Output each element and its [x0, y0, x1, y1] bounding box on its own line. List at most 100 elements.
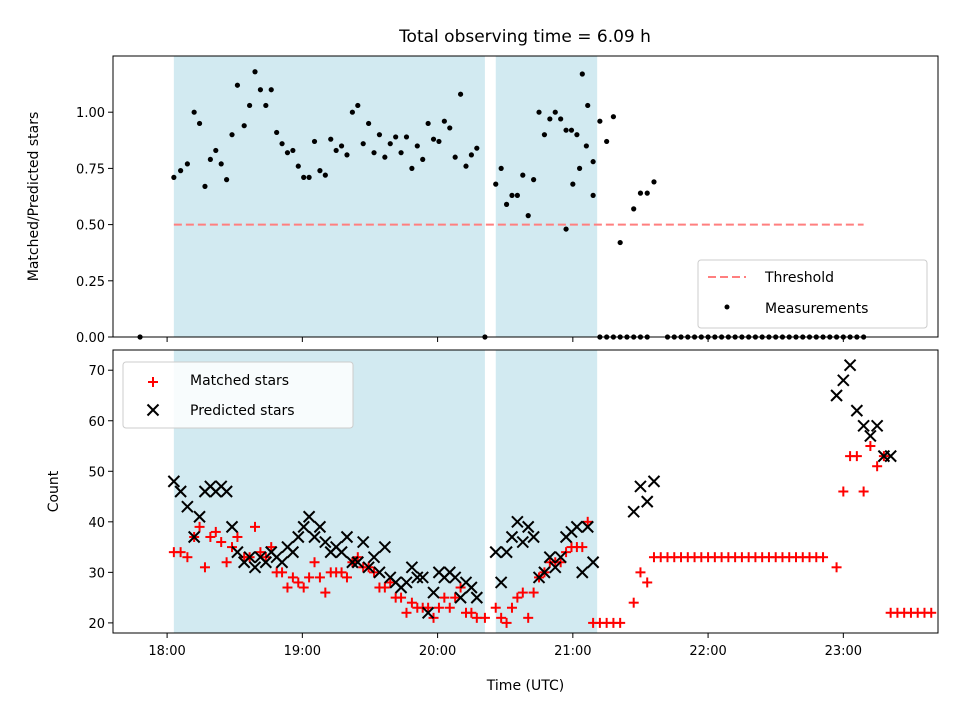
bottom-y-axis-label: Count	[46, 470, 62, 512]
matched-legend-label: Matched stars	[190, 373, 289, 389]
x-b	[576, 566, 589, 579]
x-b	[489, 545, 502, 559]
matched-star-point	[379, 582, 390, 593]
measurement-point	[306, 174, 312, 180]
measurement-point	[503, 201, 510, 207]
measurement-point	[414, 143, 420, 149]
matched-star-point	[466, 607, 477, 618]
top-shaded-intervals	[173, 56, 598, 337]
matched-star-point	[512, 592, 523, 603]
measurement-point	[597, 118, 603, 124]
matched-star-point	[341, 572, 352, 583]
x-b	[146, 403, 160, 417]
predicted-star-point	[489, 545, 502, 559]
matched-star-point	[314, 572, 325, 583]
measurement-point	[234, 82, 241, 88]
x-b	[864, 429, 877, 443]
predicted-star-point	[576, 566, 589, 579]
x-b	[193, 510, 206, 523]
matched-star-point	[490, 602, 501, 613]
measurement-point	[252, 69, 258, 75]
measurement-point	[541, 132, 548, 138]
predicted-legend-swatch	[146, 403, 160, 417]
measurement-point	[617, 239, 623, 246]
predicted-star-point	[231, 545, 244, 559]
shaded-interval-0	[173, 56, 485, 337]
matched-star-point	[255, 547, 266, 558]
predicted-star-point	[864, 429, 877, 443]
x-b	[570, 520, 584, 534]
measurement-point	[514, 192, 520, 198]
x-b	[319, 535, 332, 549]
predicted-star-point	[521, 520, 535, 534]
y-tick-label-0: 20	[88, 617, 105, 632]
y-tick-label-4: 60	[88, 415, 105, 430]
y-tick-label-1: 30	[88, 566, 105, 581]
measurement-point	[338, 143, 345, 149]
predicted-star-point	[586, 556, 600, 569]
x-b	[297, 520, 310, 534]
matched-star-point	[401, 607, 412, 618]
predicted-star-point	[549, 561, 562, 574]
x-b	[187, 530, 201, 544]
bottom-legend: Matched stars Predicted stars	[122, 361, 354, 429]
predicted-star-point	[843, 358, 857, 372]
x-axis-label: Time (UTC)	[486, 678, 564, 694]
predicted-star-point	[470, 591, 484, 604]
measurement-point	[583, 143, 589, 149]
measurement-point	[552, 109, 558, 115]
x-b	[850, 404, 864, 417]
top-legend-box	[697, 259, 928, 329]
top-panel: 0.00 0.25 0.50 0.75 1.00 Matched/Predicted s…	[26, 55, 939, 346]
measurement-point	[576, 165, 583, 171]
x-b	[373, 566, 386, 579]
matched-star-point	[406, 597, 417, 608]
matched-star-point	[635, 567, 646, 578]
measurement-point	[610, 114, 617, 120]
matched-star-point	[838, 486, 849, 497]
measurement-point	[387, 141, 393, 147]
measurement-point	[366, 120, 372, 127]
measurement-point	[246, 102, 253, 109]
matched-star-point	[194, 521, 205, 532]
measurement-point	[279, 141, 285, 147]
x-b	[627, 505, 640, 518]
measurement-point	[536, 109, 542, 115]
measurement-point	[196, 120, 203, 127]
matched-star-point	[304, 572, 315, 583]
matched-star-point	[385, 577, 396, 588]
x-b	[857, 419, 870, 433]
predicted-star-point	[356, 535, 370, 549]
predicted-star-point	[494, 576, 508, 589]
matched-star-point	[444, 602, 455, 613]
measurements-legend-swatch	[724, 304, 730, 310]
bottom-axis-ticks: 20 30 40 50 60 70 18:00 19:00 20:00 21:00 22:00 23:…	[88, 364, 960, 659]
predicted-star-point	[187, 530, 201, 544]
measurement-point	[290, 147, 296, 154]
matched-star-point	[287, 572, 298, 583]
matched-star-point	[577, 542, 588, 553]
x-b	[400, 576, 413, 589]
x-b	[308, 530, 321, 544]
predicted-star-point	[259, 556, 273, 569]
predicted-star-point	[286, 545, 300, 559]
predicted-star-point	[367, 550, 381, 564]
matched-star-point	[205, 531, 216, 542]
measurement-point	[520, 172, 526, 178]
measurement-point	[344, 152, 350, 158]
matched-star-point	[232, 531, 243, 542]
x-b	[362, 561, 375, 574]
predicted-star-point	[634, 480, 647, 493]
predicted-star-point	[538, 566, 551, 579]
matched-star-point	[216, 537, 227, 548]
matched-star-point	[496, 612, 507, 623]
measurement-point	[257, 87, 264, 93]
predicted-star-point	[527, 530, 540, 544]
x-b	[641, 495, 654, 508]
measurement-point	[563, 127, 569, 133]
y-tick-label-5: 70	[88, 364, 105, 379]
predicted-star-point	[647, 475, 661, 488]
measurement-point	[241, 123, 247, 129]
matched-star-point	[250, 521, 261, 532]
matched-star-point	[221, 557, 232, 568]
